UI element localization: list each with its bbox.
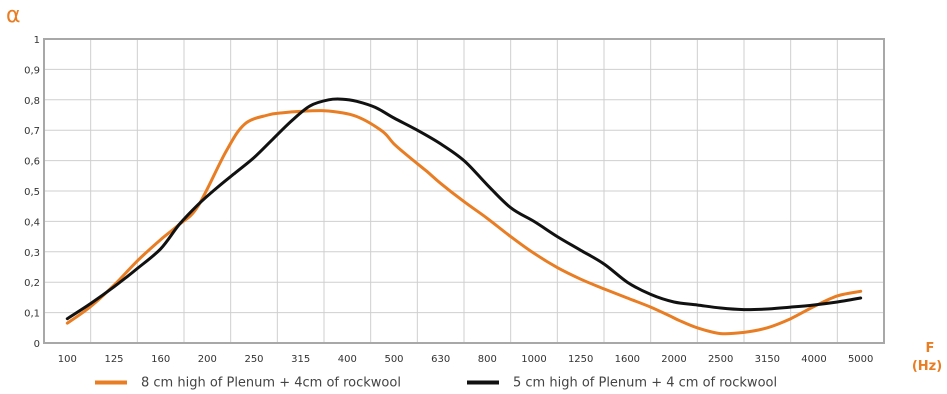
legend-label-1: 8 cm high of Plenum + 4cm of rockwool — [141, 376, 401, 391]
x-tick-label: 800 — [478, 354, 497, 365]
y-tick-label: 0,8 — [24, 96, 40, 107]
x-tick-label: 125 — [104, 354, 123, 365]
series-group — [65, 97, 863, 336]
x-tick-label: 2000 — [661, 354, 686, 365]
y-axis-label: α — [6, 3, 21, 28]
y-tick-label: 0 — [34, 339, 40, 350]
x-axis-label: F — [926, 341, 935, 356]
x-tick-label: 1250 — [568, 354, 593, 365]
x-tick-label: 2500 — [708, 354, 733, 365]
x-tick-label: 500 — [384, 354, 403, 365]
plot-frame — [43, 38, 885, 344]
y-tick-label: 0,3 — [24, 248, 40, 259]
y-tick-label: 1 — [34, 35, 40, 46]
series-line-1 — [65, 109, 863, 336]
legend-swatch-1 — [95, 380, 127, 385]
legend-swatch-2 — [467, 380, 499, 385]
x-tick-label: 250 — [244, 354, 263, 365]
y-tick-label: 0,6 — [24, 157, 40, 168]
y-tick-label: 0,1 — [24, 309, 40, 320]
x-tick-label: 200 — [198, 354, 217, 365]
y-tick-label: 0,7 — [24, 126, 40, 137]
y-tick-label: 0,2 — [24, 278, 40, 289]
series-line-2 — [65, 97, 863, 321]
x-tick-label: 1000 — [521, 354, 546, 365]
y-tick-label: 0,5 — [24, 187, 40, 198]
legend: 8 cm high of Plenum + 4cm of rockwool 5 c… — [95, 376, 777, 391]
x-tick-label: 630 — [431, 354, 450, 365]
x-tick-label: 3150 — [755, 354, 780, 365]
grid — [44, 39, 884, 343]
y-tick-labels: 0 0,1 0,2 0,3 0,4 0,5 0,6 0,7 0,8 0,9 1 — [24, 35, 40, 350]
y-tick-label: 0,9 — [24, 65, 40, 76]
x-tick-label: 400 — [338, 354, 357, 365]
legend-label-2: 5 cm high of Plenum + 4 cm of rockwool — [513, 376, 777, 391]
x-tick-label: 160 — [151, 354, 170, 365]
x-tick-labels: 100 125 160 200 250 315 400 500 630 800 1000 1250 16… — [58, 354, 874, 365]
x-tick-label: 100 — [58, 354, 77, 365]
x-tick-label: 4000 — [801, 354, 826, 365]
x-tick-label: 1600 — [615, 354, 640, 365]
y-tick-label: 0,4 — [24, 217, 40, 228]
x-axis-unit: (Hz) — [912, 359, 942, 374]
x-tick-label: 5000 — [848, 354, 873, 365]
x-tick-label: 315 — [291, 354, 310, 365]
